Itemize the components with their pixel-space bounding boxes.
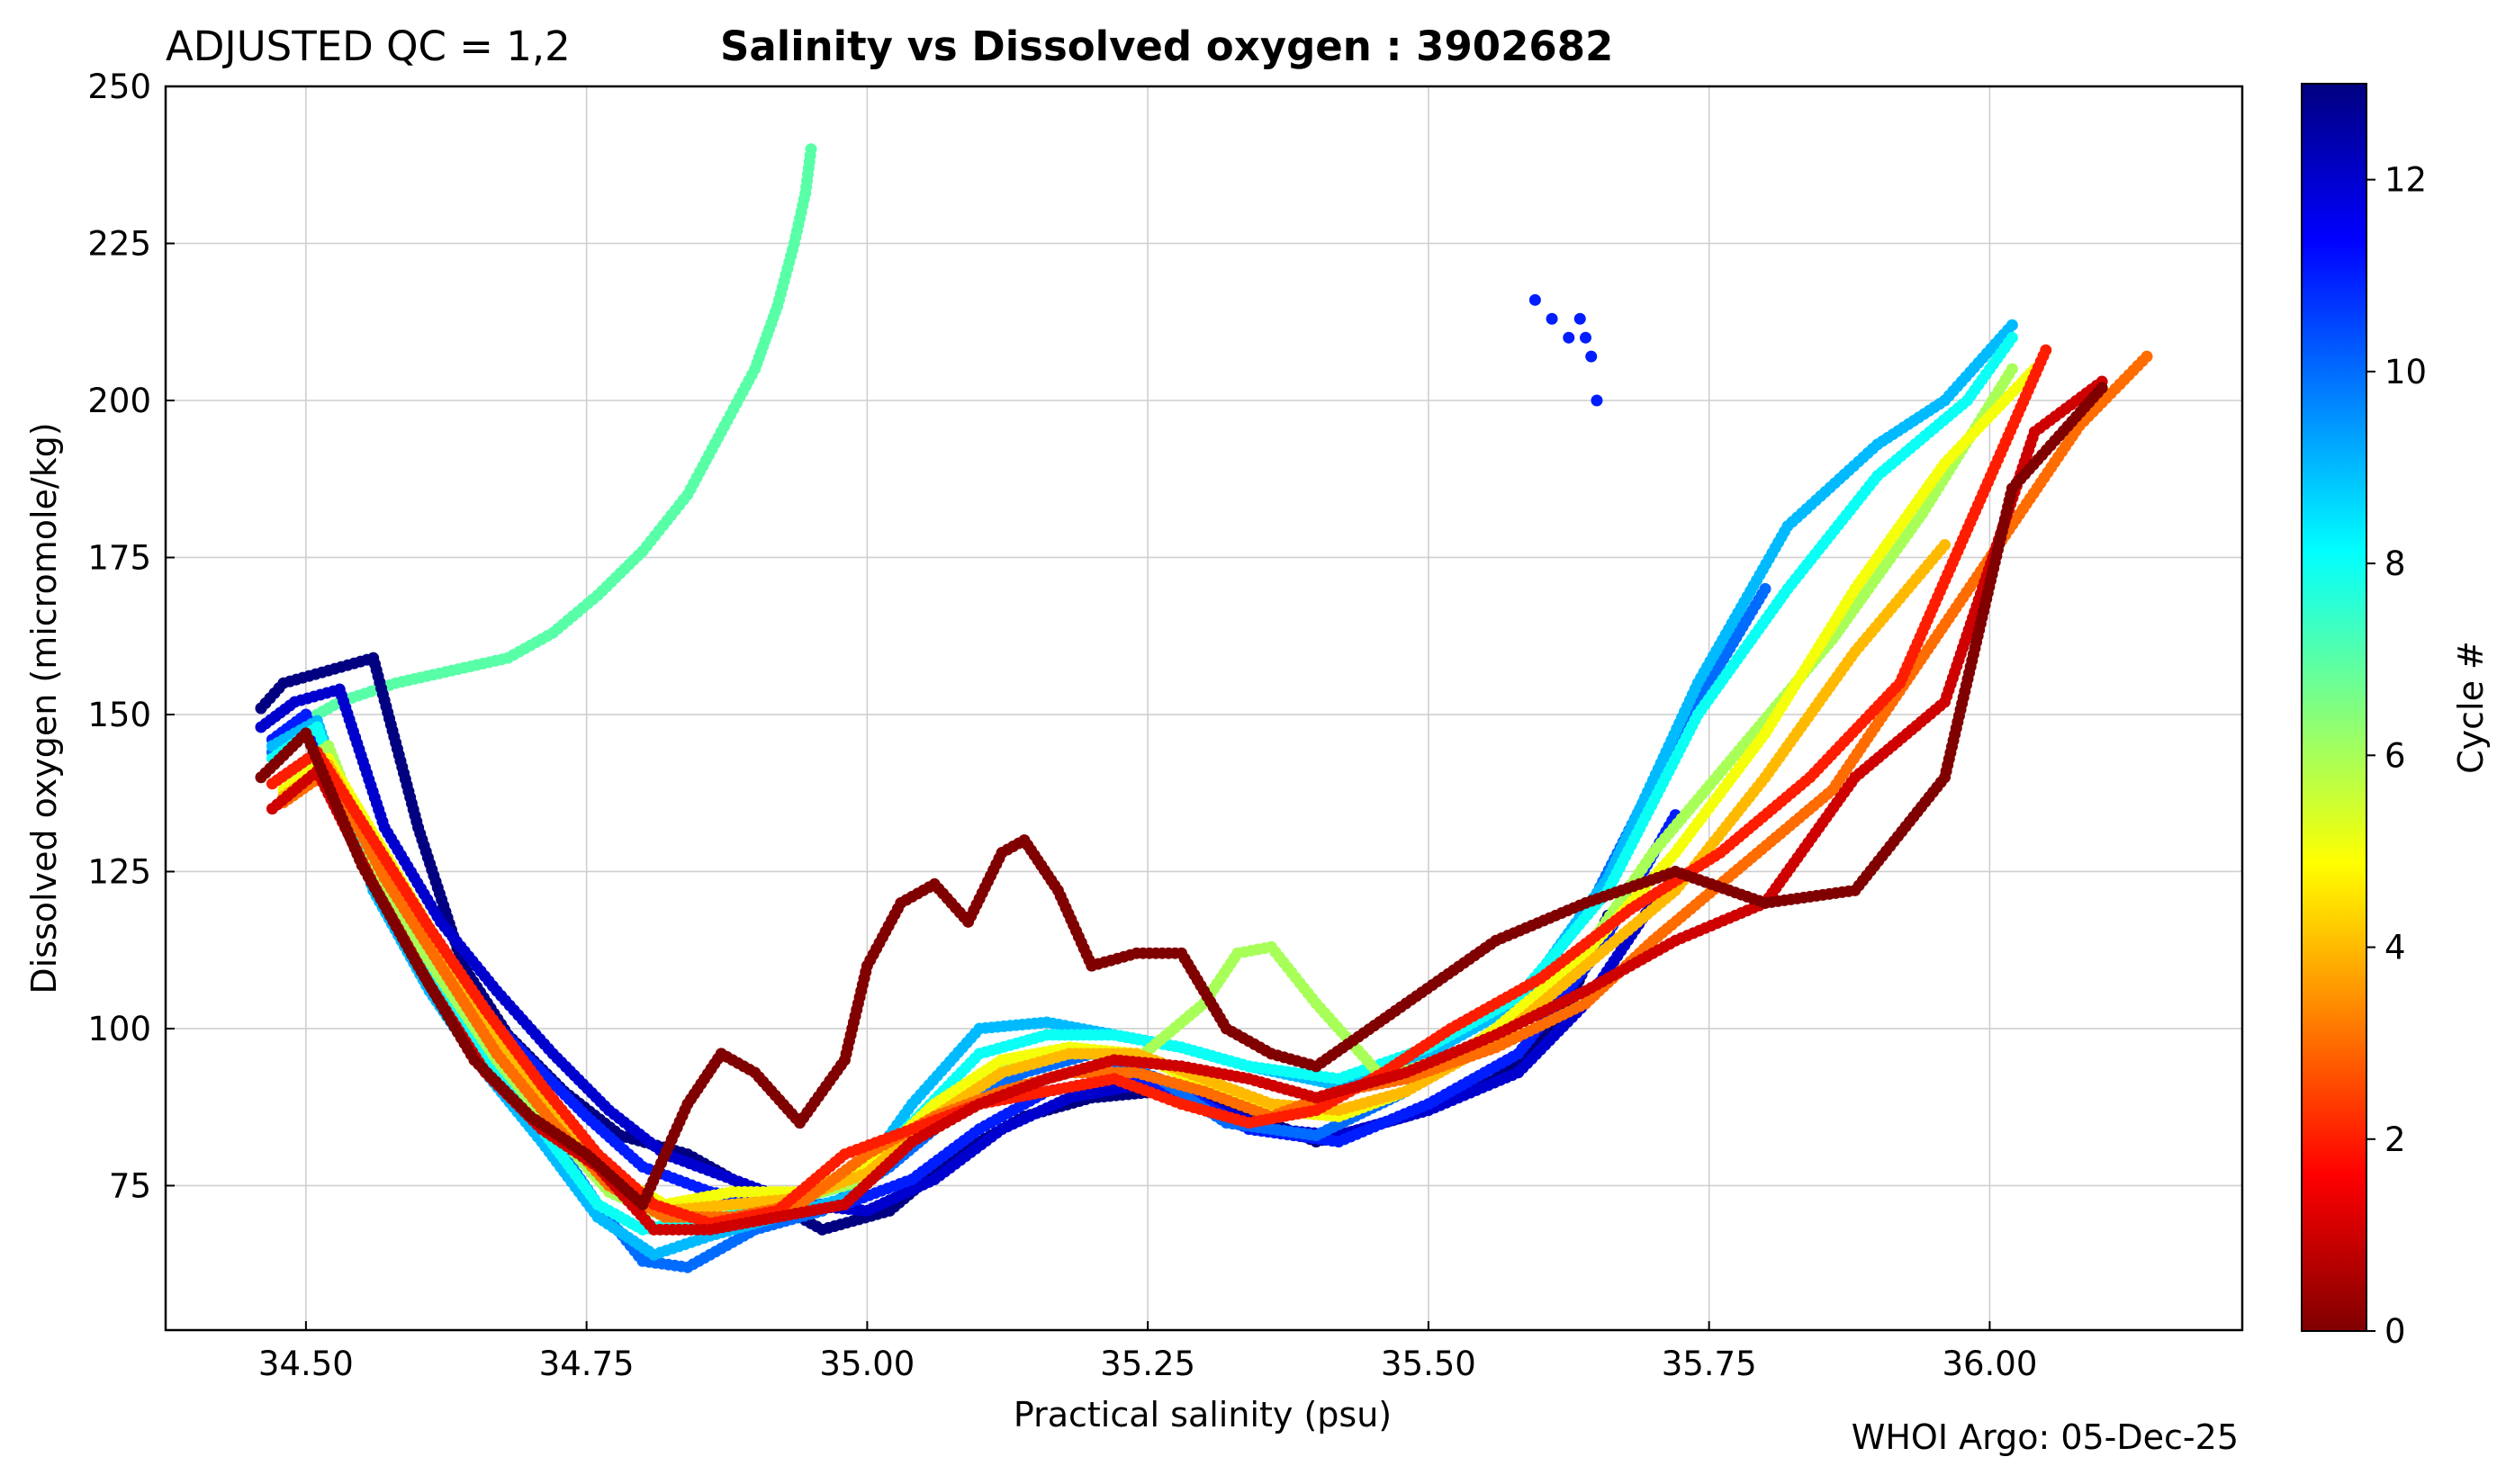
colorbar-tick-label: 4 — [2384, 929, 2406, 967]
colorbar-tick-label: 10 — [2384, 353, 2427, 391]
data-point — [1585, 350, 1598, 363]
data-point — [2141, 350, 2153, 363]
y-tick-label: 250 — [87, 67, 151, 106]
colorbar-ticks: 0 2 4 6 8 10 12 — [2366, 161, 2427, 1351]
colorbar-label: Cycle # — [2451, 641, 2491, 774]
scatter-points — [255, 143, 2153, 1273]
data-point — [1759, 582, 1771, 595]
y-tick-label: 75 — [109, 1166, 151, 1205]
y-tick-label: 125 — [87, 852, 151, 891]
x-tick-label: 36.00 — [1942, 1345, 2037, 1383]
x-axis-label: Practical salinity (psu) — [1014, 1395, 1392, 1435]
y-tick-label: 200 — [87, 382, 151, 420]
data-point — [1579, 331, 1591, 344]
x-tick-label: 35.25 — [1100, 1345, 1195, 1383]
x-tick-label: 35.50 — [1381, 1345, 1476, 1383]
chart-title: Salinity vs Dissolved oxygen : 3902682 — [720, 22, 1613, 70]
colorbar-tick-label: 8 — [2384, 544, 2406, 583]
data-point — [1563, 331, 1575, 344]
y-tick-label: 175 — [87, 538, 151, 577]
plot-background — [166, 86, 2242, 1330]
data-point — [2040, 344, 2052, 356]
data-point — [2006, 319, 2018, 331]
data-point — [1939, 539, 1952, 552]
x-tick-label: 34.50 — [258, 1345, 354, 1383]
data-point — [2006, 331, 2018, 344]
data-point — [2096, 382, 2108, 394]
colorbar — [2301, 83, 2367, 1332]
x-tick-label: 35.75 — [1662, 1345, 1757, 1383]
colorbar-tick-label: 6 — [2384, 736, 2406, 775]
x-tick-label: 35.00 — [819, 1345, 915, 1383]
x-tick-label: 34.75 — [539, 1345, 635, 1383]
data-point — [2006, 363, 2018, 375]
data-point — [1573, 312, 1586, 325]
data-point — [1591, 394, 1603, 407]
data-point — [1528, 293, 1541, 306]
y-tick-label: 225 — [87, 224, 151, 263]
y-tick-label: 150 — [87, 696, 151, 734]
colorbar-tick-label: 0 — [2384, 1312, 2406, 1351]
chart-subtitle-qc: ADJUSTED QC = 1,2 — [166, 22, 571, 70]
y-tick-label: 100 — [87, 1010, 151, 1048]
data-point — [805, 143, 817, 156]
y-axis-label: Dissolved oxygen (micromole/kg) — [24, 422, 64, 994]
colorbar-tick-label: 12 — [2384, 161, 2427, 200]
footer-credit: WHOI Argo: 05-Dec-25 — [1852, 1417, 2239, 1457]
data-point — [1546, 312, 1558, 325]
colorbar-tick-label: 2 — [2384, 1120, 2406, 1159]
